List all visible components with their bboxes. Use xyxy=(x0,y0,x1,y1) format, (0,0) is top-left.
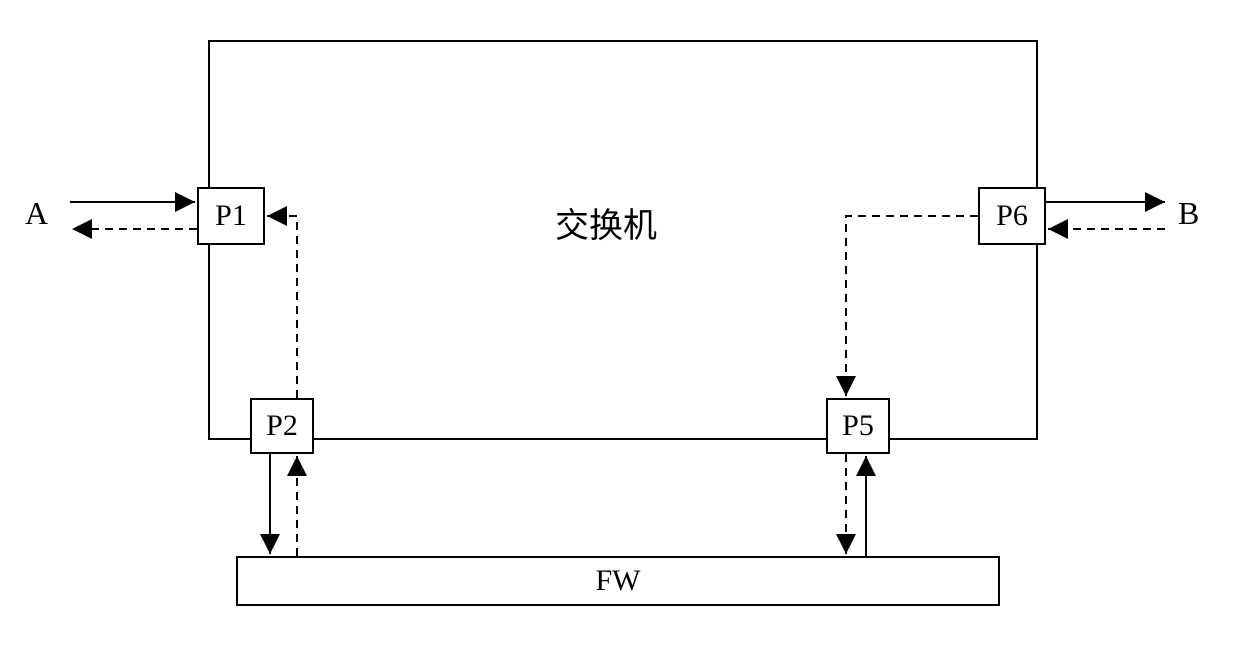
fw-box: FW xyxy=(236,556,1000,606)
port-p6-label: P6 xyxy=(996,199,1028,233)
port-p1-label: P1 xyxy=(215,199,247,233)
port-p2-label: P2 xyxy=(266,409,298,443)
port-p2: P2 xyxy=(250,398,314,454)
endpoint-b-label: B xyxy=(1178,195,1199,232)
network-diagram: 交换机 P1 P2 P5 P6 FW A B xyxy=(0,0,1240,667)
port-p6: P6 xyxy=(978,187,1046,245)
port-p5-label: P5 xyxy=(842,409,874,443)
port-p5: P5 xyxy=(826,398,890,454)
switch-label: 交换机 xyxy=(555,198,657,247)
endpoint-a-label: A xyxy=(25,195,48,232)
port-p1: P1 xyxy=(197,187,265,245)
fw-label: FW xyxy=(596,564,641,598)
